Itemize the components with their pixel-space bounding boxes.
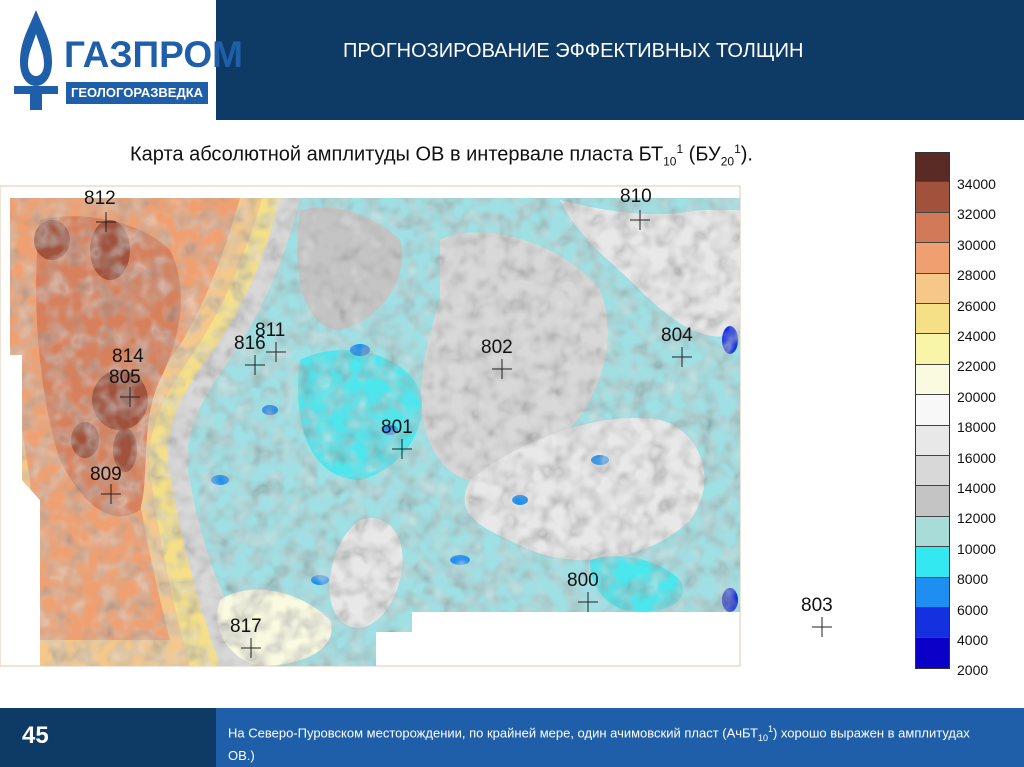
well-814: 814	[112, 346, 144, 367]
well-805: 805	[109, 367, 141, 407]
legend-label: 30000	[957, 236, 996, 253]
legend-swatch	[915, 425, 950, 456]
legend-label: 26000	[957, 297, 996, 314]
legend-swatch	[915, 334, 950, 365]
well-label: 810	[620, 186, 652, 207]
legend-swatch	[915, 243, 950, 274]
legend-swatch	[915, 638, 950, 669]
header-bar: ГАЗПРОМ ГЕОЛОГОРАЗВЕДКА ПРОГНОЗИРОВАНИЕ …	[0, 0, 1024, 120]
map-title: Карта абсолютной амплитуды ОВ в интервал…	[130, 142, 753, 169]
well-markers: 812 810 811 816 814 805 802 804	[84, 186, 833, 658]
logo-text: ГАЗПРОМ	[64, 34, 243, 75]
legend-swatch	[915, 364, 950, 396]
legend-swatch	[915, 456, 950, 487]
legend-label: 10000	[957, 540, 996, 557]
legend-swatch	[915, 304, 950, 335]
legend-label: 20000	[957, 388, 996, 405]
legend-swatch	[915, 577, 950, 608]
well-label: 817	[230, 616, 262, 637]
well-810: 810	[620, 186, 652, 230]
company-logo: ГАЗПРОМ ГЕОЛОГОРАЗВЕДКА	[0, 0, 243, 120]
legend-frame	[915, 152, 950, 669]
well-label: 812	[84, 188, 116, 209]
well-label: 800	[567, 570, 599, 591]
legend-label: 2000	[957, 662, 989, 679]
well-800: 800	[567, 570, 599, 612]
legend-label: 8000	[957, 571, 989, 588]
well-802: 802	[481, 337, 513, 379]
footer-note: На Северо-Пуровском месторождении, по кр…	[228, 724, 970, 763]
legend-swatch	[915, 395, 950, 426]
legend-label: 4000	[957, 632, 989, 648]
legend-swatch	[915, 212, 950, 244]
well-label: 809	[90, 464, 122, 485]
legend-label: 22000	[957, 358, 996, 375]
footer-bar: 45 На Северо-Пуровском месторождении, по…	[0, 708, 1024, 767]
well-809: 809	[90, 464, 122, 504]
legend-swatch	[915, 608, 950, 639]
legend-label: 32000	[957, 206, 996, 223]
well-812: 812	[84, 188, 116, 232]
amplitude-map: 812 810 811 816 814 805 802 804	[0, 185, 833, 667]
flame-logo-icon	[14, 10, 58, 110]
well-label: 814	[112, 346, 144, 367]
legend-label: 6000	[957, 601, 989, 618]
logo-subtext: ГЕОЛОГОРАЗВЕДКА	[66, 82, 208, 104]
legend-swatch	[915, 152, 950, 183]
well-803: 803	[801, 595, 833, 637]
page-title: ПРОГНОЗИРОВАНИЕ ЭФФЕКТИВНЫХ ТОЛЩИН	[343, 40, 804, 62]
well-label: 811	[255, 320, 285, 341]
legend-label: 28000	[957, 267, 996, 284]
legend-swatch	[915, 486, 950, 517]
legend-swatch	[915, 273, 950, 304]
legend-label: 12000	[957, 510, 996, 527]
legend-swatch	[915, 516, 950, 548]
well-label: 816	[234, 333, 266, 354]
legend-label: 34000	[957, 176, 996, 192]
well-817: 817	[230, 616, 262, 658]
well-804: 804	[661, 325, 693, 367]
legend-swatch	[915, 547, 950, 578]
map-field	[10, 198, 740, 666]
well-811: 811	[255, 320, 286, 362]
well-816: 816	[234, 333, 266, 375]
well-label: 804	[661, 325, 693, 346]
well-label: 802	[481, 337, 513, 358]
legend-label: 18000	[957, 419, 996, 436]
page-number-box: 45	[0, 708, 216, 767]
well-label: 801	[381, 417, 413, 438]
well-label: 803	[801, 595, 833, 616]
legend-label: 14000	[957, 480, 996, 496]
well-801: 801	[381, 417, 413, 459]
well-label: 805	[109, 367, 141, 388]
legend-label: 16000	[957, 449, 996, 466]
legend-swatch	[915, 182, 950, 213]
legend-label: 24000	[957, 328, 996, 344]
page-number: 45	[22, 722, 49, 749]
